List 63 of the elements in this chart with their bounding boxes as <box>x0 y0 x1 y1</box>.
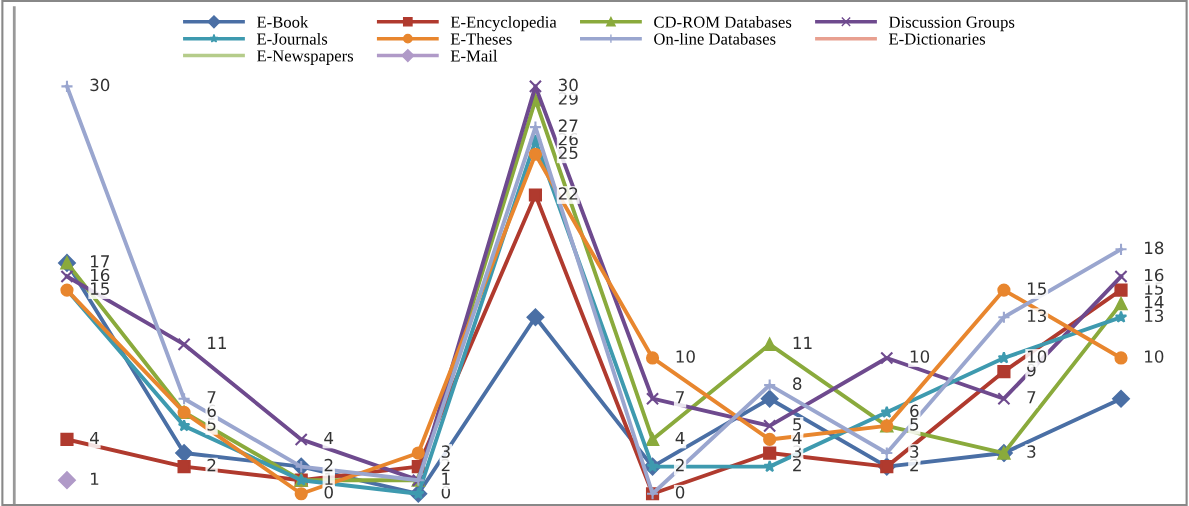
legend-label: E-Encyclopedia <box>450 16 557 32</box>
data-label: 4 <box>792 431 802 445</box>
data-label: 18 <box>1145 241 1164 255</box>
data-label: 1 <box>325 472 333 485</box>
data-label: 25 <box>558 146 578 160</box>
data-label: 2 <box>676 458 684 472</box>
data-label: 7 <box>1027 391 1036 404</box>
data-label: 4 <box>90 431 99 445</box>
data-label: 30 <box>558 78 578 92</box>
data-label: 17 <box>91 255 109 268</box>
data-label: 11 <box>793 336 812 349</box>
data-label: 7 <box>207 391 216 404</box>
data-label: 1 <box>91 472 99 485</box>
data-label: 15 <box>91 282 109 295</box>
legend-label: E-Mail <box>450 49 498 62</box>
data-label: 29 <box>558 92 578 105</box>
data-label: 2 <box>910 458 918 472</box>
data-label: 8 <box>793 377 802 390</box>
data-label: 2 <box>793 458 801 472</box>
data-label: 14 <box>1145 296 1164 309</box>
data-label: 2 <box>441 458 450 472</box>
legend-label: On-line Databases <box>654 32 776 45</box>
data-label: 2 <box>324 458 333 472</box>
legend-label: E-Book <box>256 16 309 28</box>
data-label: 5 <box>910 418 919 431</box>
legend-label: Discussion Groups <box>888 16 1015 32</box>
data-label: 10 <box>910 350 930 363</box>
data-label: 0 <box>324 486 333 499</box>
data-label: 10 <box>1145 350 1164 363</box>
data-label: 22 <box>558 187 578 200</box>
data-label: 3 <box>441 445 450 458</box>
data-label: 15 <box>1027 282 1046 295</box>
legend-label: E-Dictionaries <box>888 33 986 45</box>
data-label: 13 <box>1027 309 1046 323</box>
data-label: 4 <box>675 431 685 445</box>
data-label: 2 <box>207 458 216 472</box>
legend-label: E-Journals <box>256 32 328 45</box>
data-label: 3 <box>793 445 802 458</box>
data-label: 5 <box>793 418 802 431</box>
data-label: 4 <box>324 431 334 445</box>
data-label: 13 <box>1145 309 1164 323</box>
data-label: 3 <box>910 445 919 458</box>
data-label: 6 <box>207 404 216 418</box>
legend-label: E-Theses <box>450 32 512 45</box>
data-label: 15 <box>1145 282 1163 295</box>
data-label: 7 <box>676 391 684 404</box>
legend-label: E-Newspapers <box>256 50 354 65</box>
legend-label: CD-ROM Databases <box>654 16 792 28</box>
data-label: 26 <box>558 132 578 146</box>
data-label: 0 <box>441 486 451 499</box>
data-label: 30 <box>90 78 110 92</box>
data-label: 3 <box>1027 445 1036 458</box>
data-label: 27 <box>558 119 578 132</box>
data-label: 11 <box>208 336 226 349</box>
data-label: 1 <box>442 472 450 485</box>
data-label: 6 <box>910 404 919 418</box>
data-label: 9 <box>1027 363 1036 377</box>
data-label: 10 <box>1027 350 1047 363</box>
data-label: 16 <box>91 268 110 282</box>
data-label: 10 <box>676 350 695 363</box>
data-label: 16 <box>1145 268 1164 282</box>
data-label: 0 <box>675 486 685 499</box>
data-label: 5 <box>207 418 216 431</box>
